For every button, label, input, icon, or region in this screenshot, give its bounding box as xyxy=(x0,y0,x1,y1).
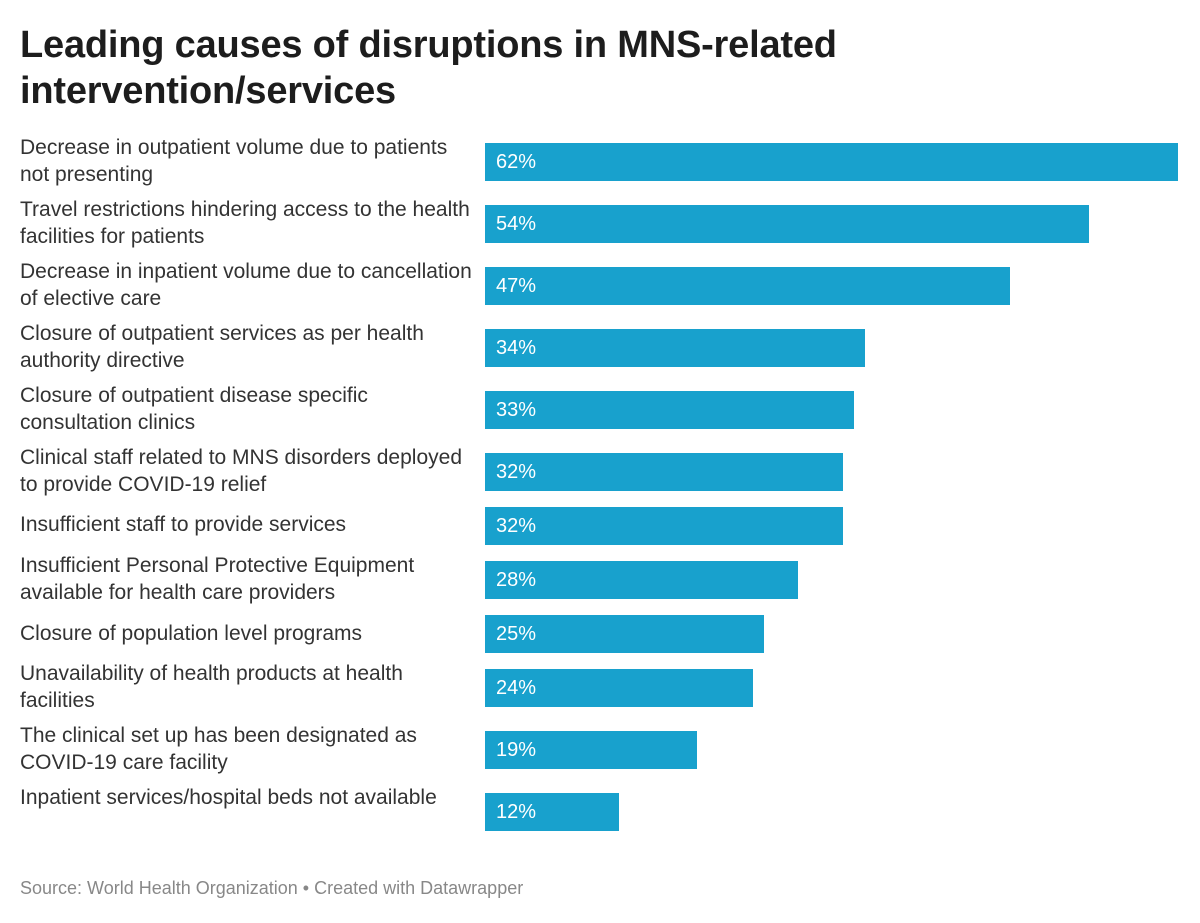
bar-value-label: 24% xyxy=(496,677,537,699)
bar-value-label: 25% xyxy=(496,623,537,645)
bar: 32% xyxy=(485,507,843,545)
bar-value-label: 34% xyxy=(496,337,537,359)
bar: 33% xyxy=(485,391,854,429)
category-label: Insufficient staff to provide services xyxy=(20,513,347,536)
category-label: Inpatient services/hospital beds not ava… xyxy=(20,786,437,809)
category-label: Insufficient Personal Protective Equipme… xyxy=(20,554,415,604)
bar: 24% xyxy=(485,669,753,707)
bar: 19% xyxy=(485,731,697,769)
category-label: Decrease in inpatient volume due to canc… xyxy=(20,260,472,310)
bar: 25% xyxy=(485,615,764,653)
bar-value-label: 12% xyxy=(496,801,537,823)
bar: 62% xyxy=(485,143,1178,181)
bar-value-label: 47% xyxy=(496,275,537,297)
category-label: The clinical set up has been designated … xyxy=(20,724,417,774)
bar-value-label: 19% xyxy=(496,739,537,761)
category-label: Unavailability of health products at hea… xyxy=(20,662,403,712)
bar: 12% xyxy=(485,793,619,831)
bar: 28% xyxy=(485,561,798,599)
category-label: Closure of population level programs xyxy=(20,622,363,645)
bar: 32% xyxy=(485,453,843,491)
bar-value-label: 28% xyxy=(496,569,537,591)
bar: 54% xyxy=(485,205,1089,243)
source-note: Source: World Health Organization • Crea… xyxy=(20,878,524,898)
bar-value-label: 33% xyxy=(496,399,537,421)
category-label: Closure of outpatient services as per he… xyxy=(20,322,424,372)
bar: 34% xyxy=(485,329,865,367)
category-label: Travel restrictions hindering access to … xyxy=(20,198,470,248)
chart-title: Leading causes of disruptions in MNS-rel… xyxy=(20,24,837,112)
bar-value-label: 32% xyxy=(496,515,537,537)
category-label: Clinical staff related to MNS disorders … xyxy=(20,446,462,496)
category-label: Decrease in outpatient volume due to pat… xyxy=(20,136,448,186)
bar: 47% xyxy=(485,267,1010,305)
category-label: Closure of outpatient disease specific c… xyxy=(20,384,368,434)
bar-value-label: 62% xyxy=(496,151,537,173)
bar-value-label: 32% xyxy=(496,461,537,483)
bar-value-label: 54% xyxy=(496,213,537,235)
